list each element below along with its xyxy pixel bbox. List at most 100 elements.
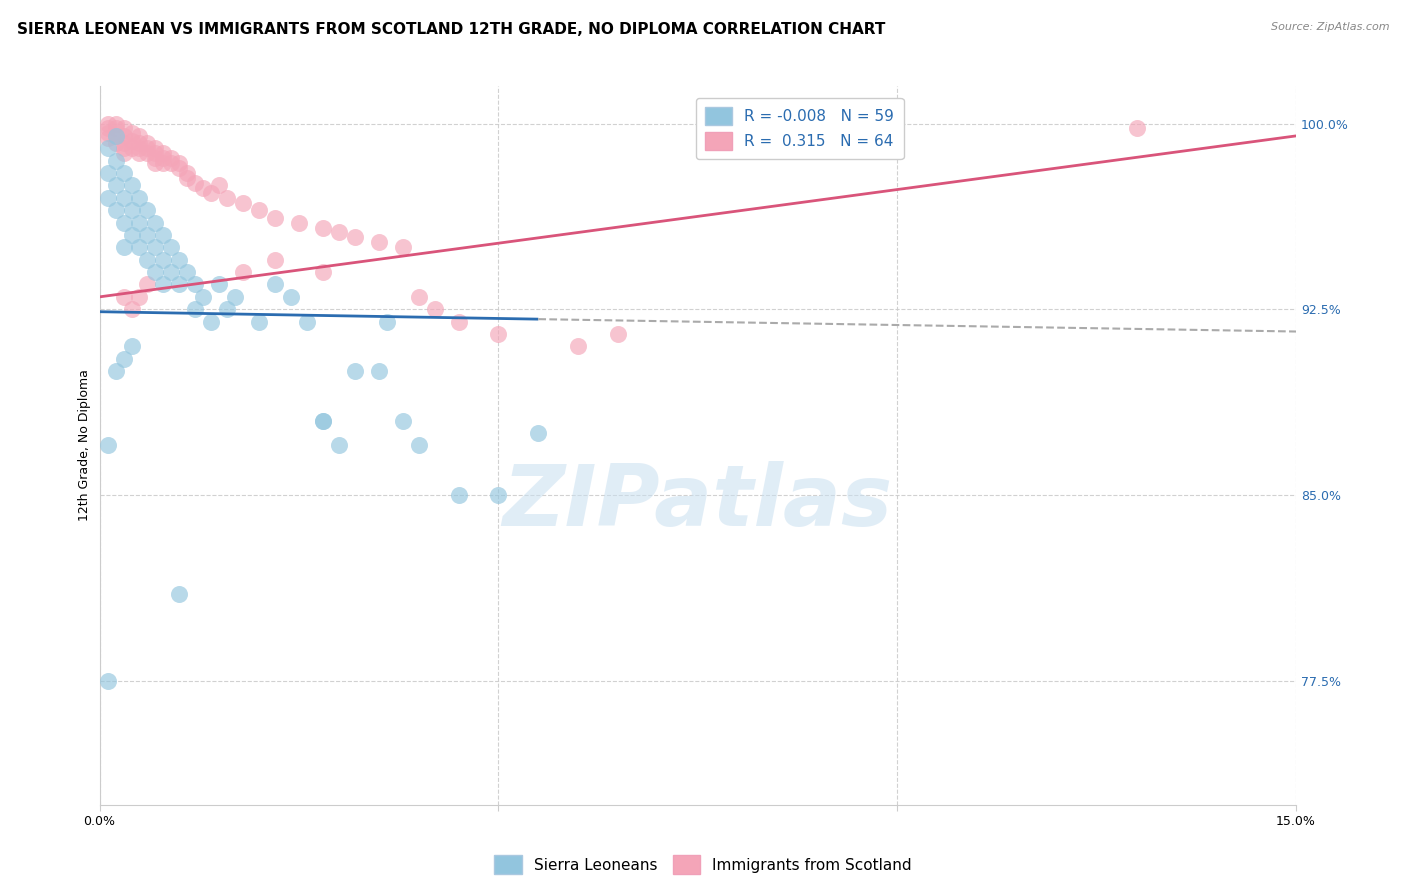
Point: [97, 116, 120, 130]
Point: [217, 302, 239, 317]
Point: [97, 121, 120, 136]
Point: [112, 136, 135, 151]
Point: [447, 315, 470, 329]
Point: [152, 156, 174, 170]
Point: [97, 191, 120, 205]
Point: [128, 216, 150, 230]
Point: [224, 290, 246, 304]
Point: [200, 315, 222, 329]
Point: [169, 161, 191, 175]
Point: [343, 230, 366, 244]
Point: [247, 203, 270, 218]
Point: [104, 153, 127, 168]
Point: [312, 414, 335, 428]
Point: [104, 136, 127, 151]
Point: [391, 240, 413, 254]
Point: [104, 121, 127, 136]
Point: [160, 151, 183, 165]
Point: [104, 203, 127, 218]
Point: [112, 141, 135, 155]
Point: [112, 146, 135, 161]
Point: [527, 425, 550, 440]
Point: [152, 151, 174, 165]
Point: [97, 438, 120, 452]
Text: ZIPatlas: ZIPatlas: [503, 461, 893, 544]
Point: [184, 277, 207, 292]
Point: [169, 277, 191, 292]
Point: [152, 227, 174, 242]
Point: [112, 216, 135, 230]
Point: [145, 240, 167, 254]
Point: [160, 156, 183, 170]
Point: [391, 414, 413, 428]
Point: [136, 136, 159, 151]
Point: [160, 240, 183, 254]
Point: [176, 166, 198, 180]
Point: [488, 326, 510, 341]
Point: [97, 127, 120, 141]
Point: [145, 146, 167, 161]
Point: [97, 131, 120, 145]
Point: [121, 339, 143, 353]
Point: [121, 134, 143, 148]
Point: [217, 191, 239, 205]
Point: [104, 128, 127, 143]
Point: [312, 265, 335, 279]
Text: SIERRA LEONEAN VS IMMIGRANTS FROM SCOTLAND 12TH GRADE, NO DIPLOMA CORRELATION CH: SIERRA LEONEAN VS IMMIGRANTS FROM SCOTLA…: [17, 22, 886, 37]
Point: [193, 290, 215, 304]
Point: [607, 326, 630, 341]
Point: [128, 128, 150, 143]
Point: [136, 141, 159, 155]
Point: [104, 178, 127, 193]
Point: [97, 141, 120, 155]
Point: [264, 277, 287, 292]
Point: [121, 302, 143, 317]
Point: [423, 302, 446, 317]
Point: [169, 587, 191, 601]
Point: [121, 203, 143, 218]
Point: [408, 290, 430, 304]
Point: [136, 203, 159, 218]
Point: [208, 277, 231, 292]
Point: [367, 235, 389, 250]
Point: [328, 226, 350, 240]
Legend: Sierra Leoneans, Immigrants from Scotland: Sierra Leoneans, Immigrants from Scotlan…: [488, 849, 918, 880]
Point: [408, 438, 430, 452]
Point: [145, 141, 167, 155]
Point: [488, 488, 510, 502]
Point: [247, 315, 270, 329]
Y-axis label: 12th Grade, No Diploma: 12th Grade, No Diploma: [79, 369, 91, 522]
Point: [288, 216, 311, 230]
Point: [567, 339, 589, 353]
Point: [112, 166, 135, 180]
Point: [1125, 121, 1147, 136]
Point: [112, 240, 135, 254]
Point: [104, 116, 127, 130]
Point: [112, 121, 135, 136]
Point: [145, 156, 167, 170]
Point: [136, 146, 159, 161]
Point: [447, 488, 470, 502]
Point: [184, 302, 207, 317]
Point: [121, 127, 143, 141]
Point: [112, 191, 135, 205]
Point: [128, 240, 150, 254]
Point: [112, 351, 135, 366]
Point: [104, 364, 127, 378]
Point: [128, 141, 150, 155]
Point: [176, 265, 198, 279]
Point: [264, 252, 287, 267]
Legend: R = -0.008   N = 59, R =  0.315   N = 64: R = -0.008 N = 59, R = 0.315 N = 64: [696, 97, 904, 160]
Point: [136, 227, 159, 242]
Point: [375, 315, 398, 329]
Point: [295, 315, 318, 329]
Point: [104, 128, 127, 143]
Point: [169, 156, 191, 170]
Point: [121, 227, 143, 242]
Point: [232, 265, 254, 279]
Point: [312, 414, 335, 428]
Point: [152, 146, 174, 161]
Point: [367, 364, 389, 378]
Point: [280, 290, 302, 304]
Point: [121, 141, 143, 155]
